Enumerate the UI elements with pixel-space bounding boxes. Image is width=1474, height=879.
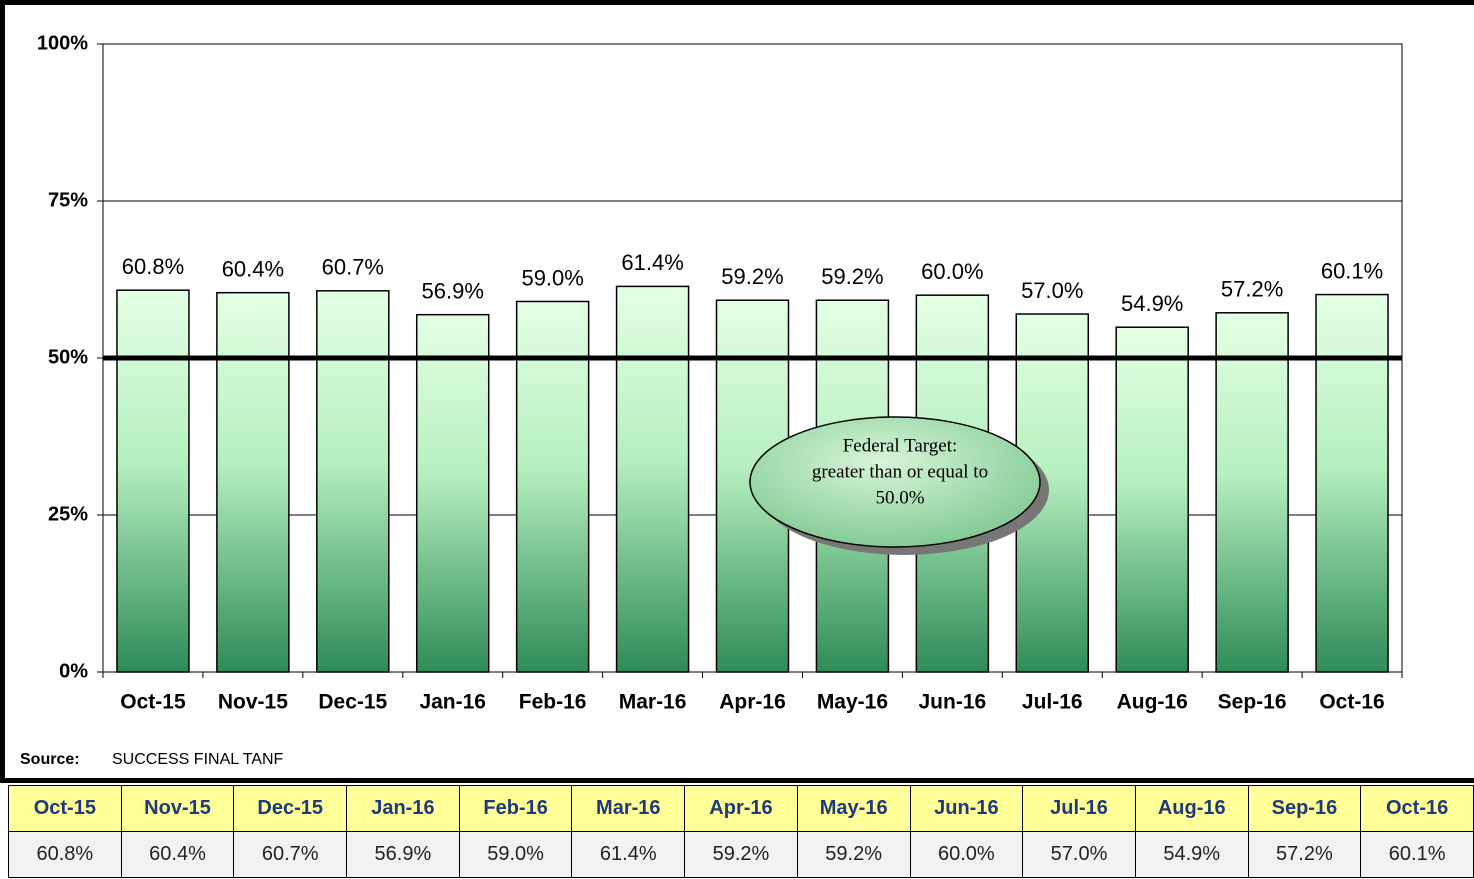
table-value-cell: 54.9% (1134, 831, 1249, 878)
y-tick-label: 50% (48, 346, 88, 368)
table-value-cell: 59.2% (684, 831, 798, 878)
table-value-cell: 60.8% (8, 831, 122, 878)
value-label: 60.7% (322, 255, 384, 280)
table-header-cell: Sep-16 (1247, 785, 1362, 832)
table-value-cell: 60.0% (909, 831, 1024, 878)
x-tick-label: Feb-16 (519, 691, 587, 714)
table-header-cell: Nov-15 (120, 785, 235, 832)
value-label: 60.4% (222, 257, 284, 282)
source-label: Source: (20, 751, 80, 768)
value-label: 59.2% (821, 264, 883, 289)
table-header-cell: Mar-16 (571, 785, 686, 832)
value-label: 60.8% (122, 254, 184, 279)
bar (316, 290, 390, 673)
table-value-cell: 60.4% (120, 831, 235, 878)
table-value-cell: 57.2% (1247, 831, 1362, 878)
value-label: 60.0% (921, 259, 983, 284)
value-label: 60.1% (1321, 258, 1383, 283)
value-label: 59.2% (721, 264, 783, 289)
table-header: Oct-15 Nov-15 Dec-15 Jan-16 Feb-16 Mar-16 Apr-… (8, 785, 1474, 832)
x-tick-label: Nov-15 (218, 691, 288, 714)
x-tick-label: Mar-16 (619, 691, 687, 714)
annotation-text: 50.0% (875, 487, 924, 508)
table-header-cell: Oct-15 (8, 785, 122, 832)
annotation-text: greater than or equal to (812, 461, 988, 482)
table-header-cell: Oct-16 (1360, 785, 1474, 832)
bar (116, 289, 190, 673)
table-header-cell: Aug-16 (1134, 785, 1249, 832)
chart: Source: SUCCESS FINAL TANF 0% 25% 50% 75% 10… (0, 0, 1474, 783)
y-tick-label: 100% (37, 32, 88, 54)
value-label: 59.0% (521, 265, 583, 290)
y-tick-label: 75% (48, 189, 88, 211)
annotation-bubble (749, 416, 1041, 548)
x-tick-label: Jul-16 (1022, 691, 1083, 714)
value-label: 61.4% (621, 250, 683, 275)
bar (1115, 326, 1189, 673)
value-label: 54.9% (1121, 291, 1183, 316)
x-tick-label: Jun-16 (919, 691, 987, 714)
bar (515, 300, 590, 673)
table-value-cell: 59.2% (796, 831, 911, 878)
table-header-cell: May-16 (796, 785, 911, 832)
x-tick-label: Oct-16 (1319, 691, 1384, 714)
x-tick-label: Apr-16 (719, 691, 786, 714)
bar (415, 313, 490, 673)
bar (1215, 312, 1289, 673)
x-tick-label: Sep-16 (1218, 691, 1287, 714)
x-tick-label: Jan-16 (419, 691, 486, 714)
value-label: 56.9% (422, 278, 484, 303)
y-tick-label: 0% (59, 660, 88, 682)
bar (615, 285, 690, 673)
table-value-cell: 61.4% (571, 831, 686, 878)
table-header-cell: Feb-16 (458, 785, 573, 832)
annotation-text: Federal Target: (843, 435, 958, 456)
value-label: 57.0% (1021, 278, 1083, 303)
table-values: 60.8% 60.4% 60.7% 56.9% 59.0% 61.4% 59.2% 59.2%… (8, 831, 1474, 878)
table-header-cell: Jun-16 (909, 785, 1024, 832)
x-tick-label: Aug-16 (1117, 691, 1188, 714)
table-value-cell: 59.0% (458, 831, 573, 878)
table-header-cell: Dec-15 (233, 785, 348, 832)
value-label: 57.2% (1221, 277, 1283, 302)
data-table: Oct-15 Nov-15 Dec-15 Jan-16 Feb-16 Mar-16 Apr-… (8, 785, 1474, 878)
y-tick-label: 25% (48, 503, 88, 525)
table-header-cell: Apr-16 (684, 785, 798, 832)
bar (1315, 293, 1389, 673)
table-header-cell: Jan-16 (346, 785, 460, 832)
x-tick-label: Oct-15 (120, 691, 186, 714)
source: SUCCESS FINAL TANF (112, 751, 284, 768)
table-value-cell: 56.9% (346, 831, 460, 878)
x-tick-label: Dec-15 (318, 691, 387, 714)
bar (216, 291, 290, 673)
table-header-cell: Jul-16 (1022, 785, 1136, 832)
table-value-cell: 60.7% (233, 831, 348, 878)
table-value-cell: 60.1% (1360, 831, 1474, 878)
x-tick-label: May-16 (817, 691, 888, 714)
table-value-cell: 57.0% (1022, 831, 1136, 878)
